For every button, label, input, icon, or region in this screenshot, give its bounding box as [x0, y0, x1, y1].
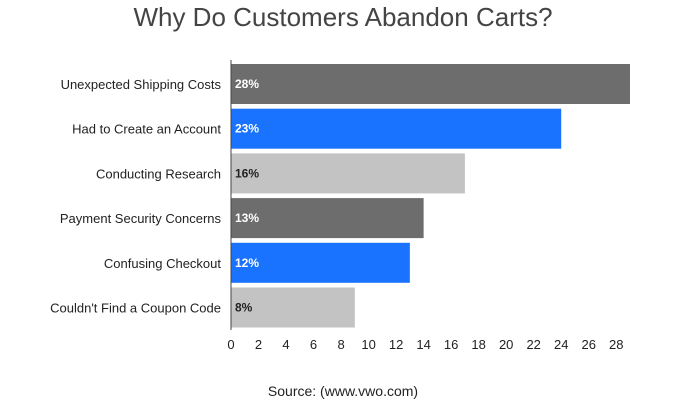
bar-value-label: 23% [235, 122, 259, 136]
x-tick-label: 14 [416, 337, 430, 352]
x-tick-label: 12 [389, 337, 403, 352]
x-tick-label: 22 [526, 337, 540, 352]
bar-value-label: 13% [235, 211, 259, 225]
x-tick-label: 4 [282, 337, 289, 352]
bar [231, 108, 562, 149]
chart-title: Why Do Customers Abandon Carts? [133, 2, 553, 32]
bar-value-label: 16% [235, 166, 259, 180]
x-axis-ticks-group: 0 2 4 6 8 10 12 14 16 18 20 22 24 26 28 [227, 337, 623, 352]
category-label: Couldn't Find a Coupon Code [50, 301, 221, 316]
x-tick-label: 6 [310, 337, 317, 352]
bar-value-label: 28% [235, 77, 259, 91]
x-tick-label: 26 [581, 337, 595, 352]
x-tick-label: 28 [609, 337, 623, 352]
bar [231, 64, 630, 104]
x-tick-label: 24 [554, 337, 568, 352]
x-tick-label: 10 [361, 337, 375, 352]
bar [231, 198, 424, 239]
category-label: Unexpected Shipping Costs [61, 77, 222, 92]
bar [231, 242, 410, 283]
category-label: Confusing Checkout [104, 256, 221, 271]
bar-value-label: 8% [235, 301, 253, 315]
category-labels-group: Unexpected Shipping Costs Had to Create a… [50, 77, 221, 316]
category-label: Had to Create an Account [72, 122, 221, 137]
category-label: Payment Security Concerns [60, 211, 222, 226]
bar [231, 153, 465, 194]
category-label: Conducting Research [96, 166, 221, 181]
bar [231, 287, 355, 328]
x-tick-label: 2 [255, 337, 262, 352]
x-tick-label: 18 [471, 337, 485, 352]
x-tick-label: 8 [337, 337, 344, 352]
chart-source: Source: (www.vwo.com) [267, 383, 419, 399]
bar-value-label: 12% [235, 256, 259, 270]
x-tick-label: 20 [499, 337, 513, 352]
x-tick-label: 0 [227, 337, 234, 352]
x-tick-label: 16 [444, 337, 458, 352]
bars-group: 28% 23% 16% 13% 12% 8% [231, 64, 630, 328]
